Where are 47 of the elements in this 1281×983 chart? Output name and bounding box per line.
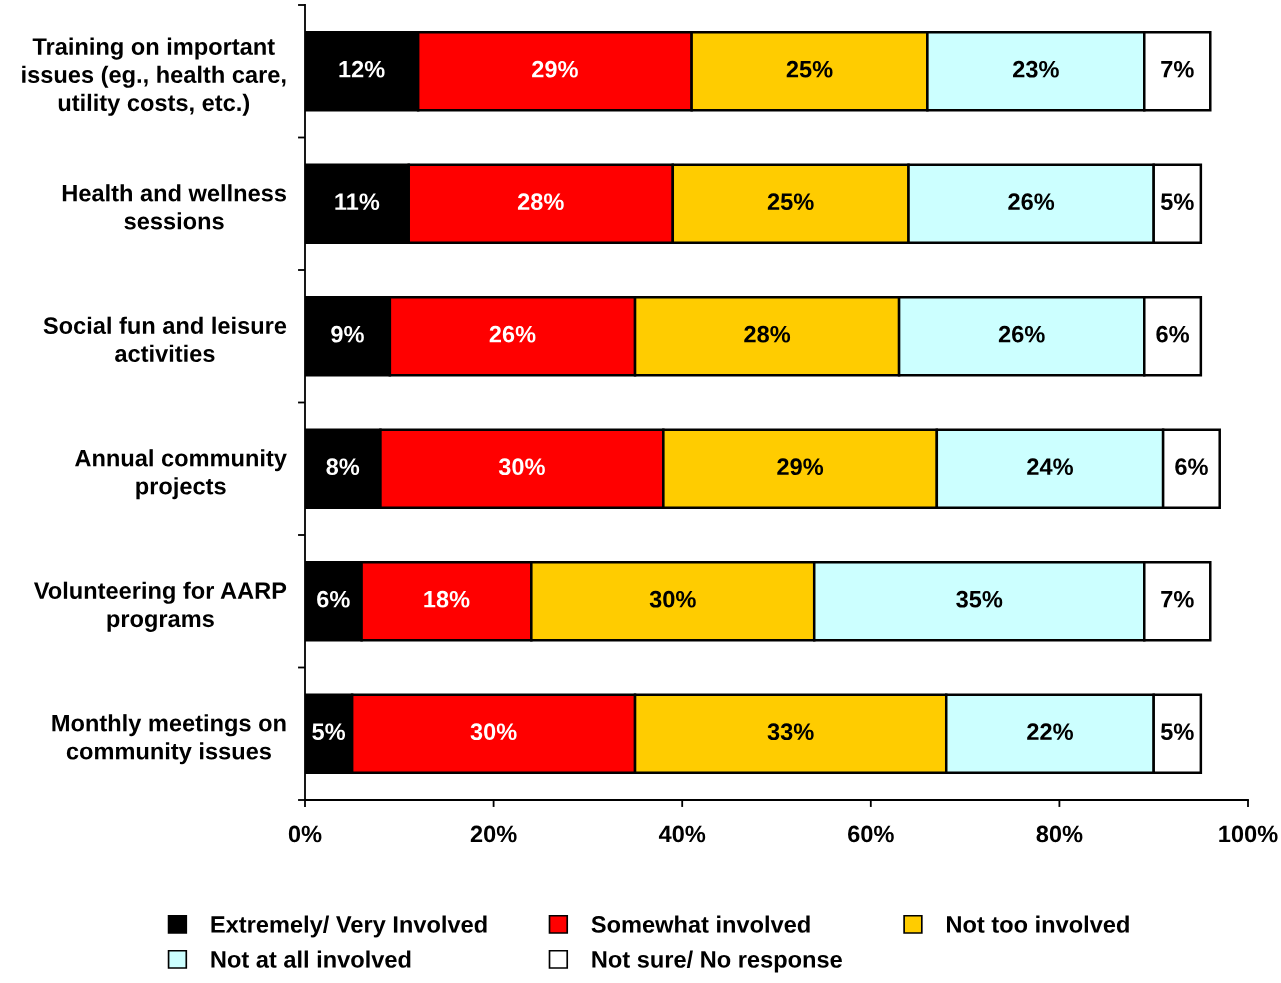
- data-label: 24%: [1027, 458, 1073, 476]
- data-label: 26%: [489, 325, 536, 343]
- y-tick-label: Volunteering for AARP programs: [33, 581, 287, 632]
- y-tick-label: Social fun and leisure activities: [43, 316, 287, 363]
- legend-label: Not too involved: [947, 915, 1129, 933]
- data-label: 22%: [1027, 723, 1073, 741]
- data-label: 25%: [767, 193, 814, 211]
- data-label: 18%: [424, 590, 470, 608]
- data-label: 30%: [470, 723, 517, 741]
- data-label: 9%: [331, 325, 364, 343]
- data-label: 8%: [326, 458, 360, 476]
- data-label: 7%: [1161, 590, 1194, 608]
- data-label: 30%: [649, 590, 696, 608]
- data-label: 28%: [744, 325, 791, 343]
- x-tick-label: 100%: [1219, 825, 1278, 843]
- x-tick-label: 60%: [848, 825, 894, 843]
- legend-label: Extremely/ Very Involved: [211, 915, 487, 938]
- data-label: 35%: [956, 590, 1003, 608]
- data-label: 12%: [339, 60, 385, 78]
- data-label: 33%: [767, 723, 814, 741]
- x-tick-label: 0%: [288, 825, 322, 843]
- data-label: 5%: [1160, 723, 1194, 741]
- y-tick-label: Monthly meetings on community issues: [52, 714, 286, 765]
- y-tick-label: Annual community projects: [75, 449, 287, 500]
- data-label: 6%: [1156, 325, 1189, 343]
- data-label: 6%: [317, 590, 350, 608]
- data-label: 5%: [1160, 193, 1194, 211]
- x-tick-label: 20%: [470, 825, 517, 843]
- y-tick-label: Training on important issues (eg., health care, utility costs, etc.): [22, 37, 286, 116]
- data-label: 7%: [1161, 60, 1194, 78]
- data-label: 29%: [532, 60, 578, 78]
- data-label: 29%: [777, 458, 824, 476]
- data-label: 26%: [998, 325, 1045, 343]
- data-label: 30%: [498, 458, 545, 476]
- x-tick-label: 80%: [1036, 825, 1083, 843]
- x-tick-label: 40%: [658, 825, 706, 843]
- data-label: 11%: [335, 193, 380, 211]
- legend-label: Not at all involved: [211, 950, 411, 968]
- data-label: 28%: [517, 193, 564, 211]
- data-label: 25%: [786, 60, 833, 78]
- legend-label: Not sure/ No response: [592, 950, 842, 973]
- data-label: 23%: [1013, 60, 1059, 78]
- legend-label: Somewhat involved: [591, 915, 810, 933]
- data-label: 5%: [312, 723, 346, 741]
- y-tick-label: Health and wellness sessions: [62, 184, 286, 230]
- data-label: 6%: [1175, 458, 1208, 476]
- data-label: 26%: [1008, 193, 1055, 211]
